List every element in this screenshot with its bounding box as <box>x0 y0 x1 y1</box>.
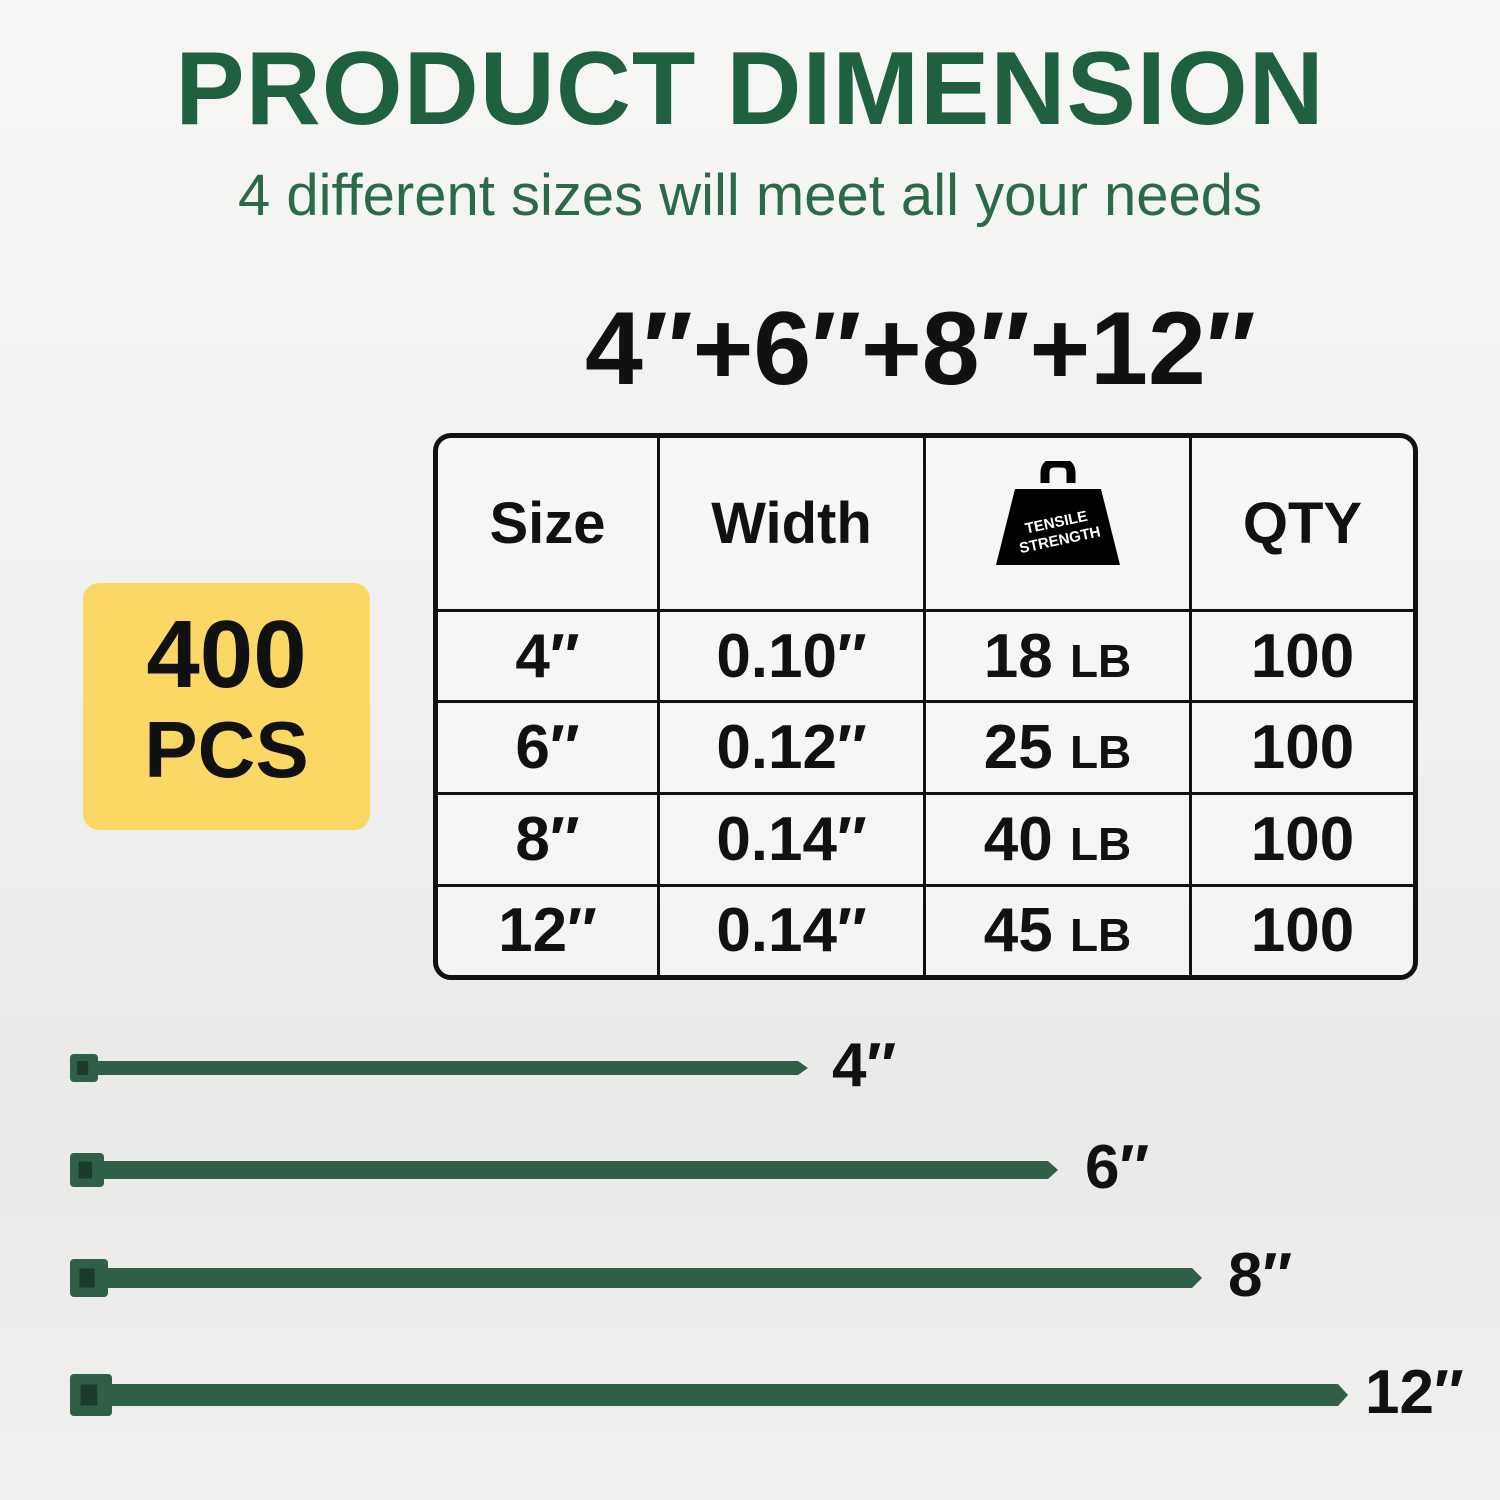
cable-tie <box>70 1259 1206 1302</box>
table-row: 4″ 0.10″ 18 LB 100 <box>438 611 1413 704</box>
cell-width: 0.14″ <box>660 795 926 887</box>
cable-tie <box>70 1153 1062 1192</box>
cable-tie <box>70 1054 812 1087</box>
cell-strength: 18 LB <box>926 611 1192 704</box>
unit: LB <box>1069 634 1132 687</box>
cell-qty: 100 <box>1250 896 1355 966</box>
cell-width: 0.10″ <box>660 611 926 704</box>
header-tensile-strength: TENSILE STRENGTH <box>926 438 1192 612</box>
cell-width: 0.12″ <box>660 703 926 796</box>
cell-strength: 45 LB <box>926 886 1192 975</box>
cell-size: 6″ <box>438 703 660 796</box>
badge-count: 400 <box>146 601 307 708</box>
tie-length-label: 8″ <box>1228 1241 1293 1310</box>
subtitle: 4 different sizes will meet all your nee… <box>237 163 1263 228</box>
unit: LB <box>1069 818 1132 871</box>
table-header-row: Size Width TENSILE STRENGTH QTY <box>438 438 1413 612</box>
sizes-headline: 4″+6″+8″+12″ <box>585 291 1256 407</box>
cell-size: 12″ <box>438 886 660 975</box>
spec-table: Size Width TENSILE STRENGTH QTY 4″ 0.10″… <box>433 433 1418 980</box>
cell-width: 0.14″ <box>660 886 926 975</box>
unit: LB <box>1069 726 1132 779</box>
tie-length-label: 4″ <box>832 1031 897 1100</box>
table-row: 8″ 0.14″ 40 LB 100 <box>438 795 1413 887</box>
cell-qty: 100 <box>1192 612 1413 704</box>
weight-icon: TENSILE STRENGTH <box>995 458 1120 566</box>
cable-tie <box>70 1374 1352 1421</box>
tie-length-label: 6″ <box>1085 1133 1150 1202</box>
header-width: Width <box>660 438 926 612</box>
cell-size: 8″ <box>438 795 660 887</box>
quantity-badge: 400 PCS <box>83 583 370 830</box>
badge-unit: PCS <box>144 705 309 794</box>
cell-strength: 25 LB <box>926 703 1192 796</box>
header-size: Size <box>438 438 660 612</box>
tie-length-label: 12″ <box>1365 1358 1464 1427</box>
cell-size: 4″ <box>438 611 660 704</box>
unit: LB <box>1069 909 1132 962</box>
header-qty: QTY <box>1192 438 1413 612</box>
page-title: PRODUCT DIMENSION <box>175 31 1325 147</box>
cell-strength: 40 LB <box>926 795 1192 887</box>
table-row: 6″ 0.12″ 25 LB 100 <box>438 703 1413 796</box>
cell-qty: 100 <box>1192 703 1413 796</box>
cell-qty: 100 <box>1192 795 1413 887</box>
table-row: 12″ 0.14″ 45 LB 100 <box>438 886 1413 975</box>
